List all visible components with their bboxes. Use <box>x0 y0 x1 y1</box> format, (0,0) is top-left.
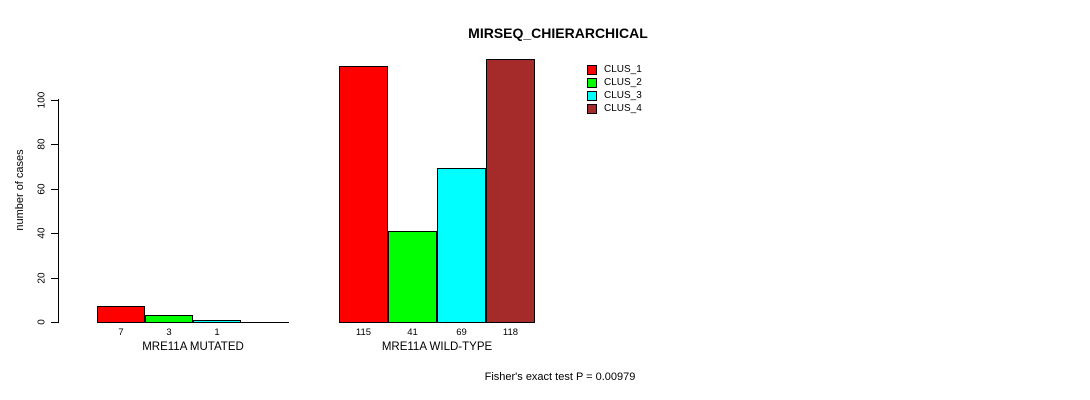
legend-label-clus2: CLUS_2 <box>604 77 642 88</box>
x-group-label-wildtype: MRE11A WILD-TYPE <box>381 341 493 353</box>
legend-swatch-clus4 <box>587 103 597 114</box>
legend-item-clus3: CLUS_3 <box>587 89 642 102</box>
y-tick-mark <box>51 189 58 190</box>
legend-item-clus2: CLUS_2 <box>587 76 642 89</box>
legend-swatch-clus3 <box>587 90 597 101</box>
chart-title: MIRSEQ_CHIERARCHICAL <box>468 25 648 41</box>
y-tick-mark <box>51 233 58 234</box>
bar-value-label: 1 <box>214 327 220 338</box>
bar-clus_3-group1 <box>193 320 241 323</box>
legend-label-clus3: CLUS_3 <box>604 90 642 101</box>
legend-label-clus1: CLUS_1 <box>604 64 642 75</box>
bar-clus_1-group1 <box>97 306 145 323</box>
y-tick-label: 40 <box>36 227 48 239</box>
legend-swatch-clus2 <box>587 77 597 88</box>
bar-value-label: 7 <box>118 327 124 338</box>
y-tick-mark <box>51 322 58 323</box>
y-axis-label: number of cases <box>14 149 26 231</box>
y-tick-label: 100 <box>36 91 48 109</box>
bar-value-label: 115 <box>355 327 372 338</box>
y-tick-label: 20 <box>36 272 48 284</box>
y-tick-mark <box>51 100 58 101</box>
y-axis-line <box>58 99 59 323</box>
legend: CLUS_1 CLUS_2 CLUS_3 CLUS_4 <box>587 63 642 115</box>
fisher-test-annotation: Fisher's exact test P = 0.00979 <box>484 371 636 383</box>
bar-clus_2-group2 <box>388 231 437 323</box>
bar-value-label: 3 <box>166 327 172 338</box>
bar-value-label: 41 <box>407 327 418 338</box>
x-group-label-mutated: MRE11A MUTATED <box>142 341 244 353</box>
y-tick-mark <box>51 278 58 279</box>
y-tick-label: 80 <box>36 138 48 150</box>
legend-item-clus4: CLUS_4 <box>587 102 642 115</box>
legend-label-clus4: CLUS_4 <box>604 103 642 114</box>
y-tick-label: 60 <box>36 183 48 195</box>
y-tick-mark <box>51 144 58 145</box>
bar-clus_4-group2 <box>486 59 535 323</box>
bar-clus_3-group2 <box>437 168 486 323</box>
bar-value-label: 69 <box>456 327 467 338</box>
legend-swatch-clus1 <box>587 64 597 75</box>
y-tick-label: 0 <box>36 319 48 325</box>
bar-clus_2-group1 <box>145 315 193 323</box>
bar-value-label: 118 <box>502 327 519 338</box>
legend-item-clus1: CLUS_1 <box>587 63 642 76</box>
bar-clus_1-group2 <box>339 66 388 323</box>
